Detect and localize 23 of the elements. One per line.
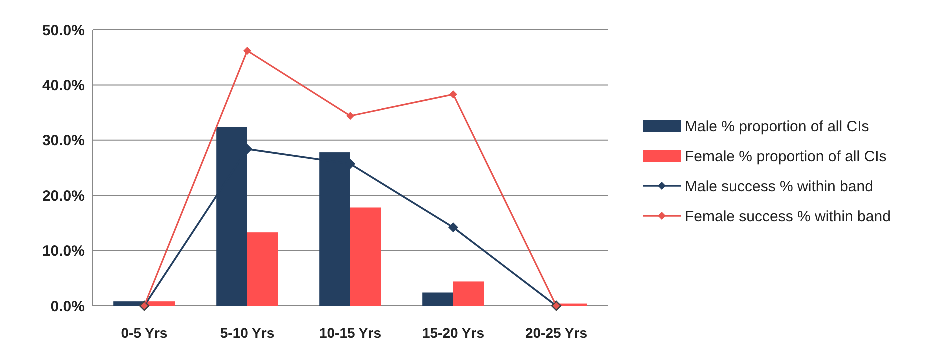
legend-label: Male success % within band bbox=[685, 178, 874, 196]
x-tick-label: 15-20 Yrs bbox=[422, 325, 485, 341]
y-tick-label: 50.0% bbox=[42, 22, 85, 40]
point bbox=[244, 46, 252, 55]
y-tick-label: 20.0% bbox=[42, 188, 85, 205]
y-tick-label: 30.0% bbox=[42, 132, 85, 150]
y-tick-label: 10.0% bbox=[42, 243, 85, 260]
legend-label: Female % proportion of all CIs bbox=[685, 148, 887, 166]
point bbox=[448, 222, 458, 233]
bar bbox=[350, 208, 382, 306]
bar bbox=[454, 282, 484, 306]
x-tick-label: 5-10 Yrs bbox=[220, 325, 275, 341]
y-tick-label: 0.0% bbox=[50, 298, 85, 316]
legend-label: Female success % within band bbox=[685, 208, 891, 226]
x-tick-label: 0-5 Yrs bbox=[121, 325, 168, 341]
legend-label: Male % proportion of all CIs bbox=[685, 118, 870, 136]
x-tick-label: 10-15 Yrs bbox=[319, 325, 382, 341]
point bbox=[450, 90, 458, 99]
point bbox=[346, 112, 354, 120]
bar bbox=[422, 292, 454, 306]
x-tick-label: 20-25 Yrs bbox=[525, 325, 588, 341]
bar bbox=[248, 232, 278, 306]
y-tick-label: 40.0% bbox=[42, 77, 85, 94]
